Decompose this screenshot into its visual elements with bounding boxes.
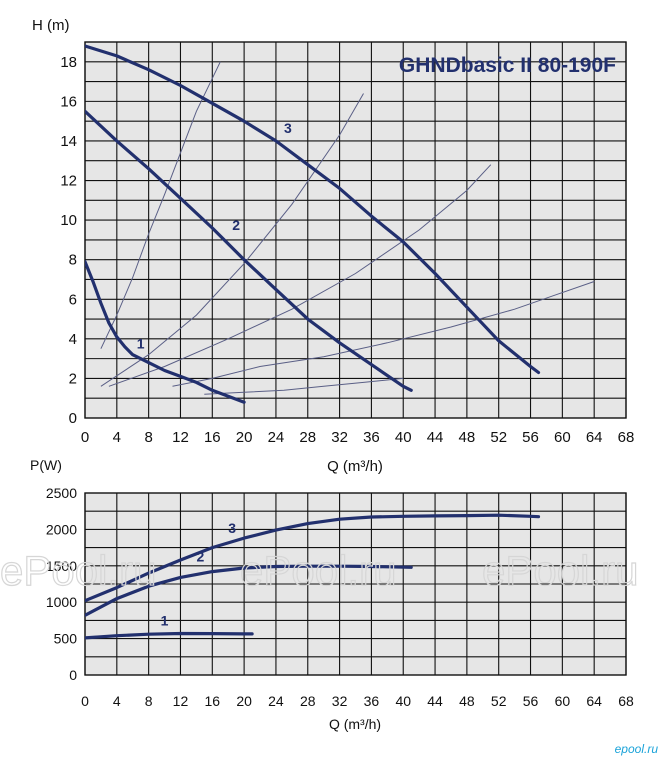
y-tick-label: 1000 [46,594,77,610]
watermark-text: ePool.ru [240,547,396,594]
x-tick-label: 24 [268,429,285,446]
y-tick-label: 14 [60,133,77,150]
x-tick-label: 44 [427,429,444,446]
y-tick-label: 500 [54,631,78,647]
x-tick-label: 20 [236,693,252,709]
x-axis-label: Q (m³/h) [329,716,381,732]
series-label: 1 [137,336,145,352]
y-tick-label: 2 [69,370,77,387]
x-tick-label: 60 [555,693,571,709]
series-label: 3 [284,120,292,136]
x-tick-label: 56 [523,693,539,709]
system-curve [172,281,595,387]
x-tick-label: 60 [554,429,571,446]
x-tick-label: 56 [522,429,539,446]
series-line [85,564,413,617]
series-label: 2 [232,217,240,233]
x-tick-label: 52 [490,429,507,446]
x-tick-label: 52 [491,693,507,709]
system-curve [100,93,364,387]
chart-title: GHNDbasic II 80-190F [399,54,616,77]
head-chart-panel: 0 4 8 12 16 20 24 28 32 36 40 44 48 52 56 60 64 680246810… [32,17,634,475]
series-label: 1 [161,612,169,628]
series-line [85,631,254,640]
plot-background [85,42,626,418]
y-tick-label: 2000 [46,521,77,537]
y-tick-label: 8 [69,252,77,269]
x-tick-label: 36 [363,429,380,446]
x-tick-label: 20 [236,429,253,446]
x-tick-label: 4 [113,693,121,709]
watermark-layer: ePool.ru ePool.ru ePool.ru [0,546,639,594]
series-line [85,109,413,392]
x-tick-label: 68 [618,429,635,446]
y-tick-label: 1500 [46,558,77,574]
x-tick-label: 16 [205,693,221,709]
x-tick-label: 64 [586,693,602,709]
y-axis-label: H (m) [32,17,70,34]
y-tick-label: 12 [60,173,77,190]
system-curve [204,377,404,395]
y-axis-label: P(W) [30,457,62,473]
x-tick-label: 36 [364,693,380,709]
x-tick-label: 8 [144,429,152,446]
y-tick-label: 16 [60,93,77,110]
plot-frame [84,492,627,676]
x-tick-label: 48 [459,693,475,709]
watermark-text: ePool.ru [482,547,638,594]
x-tick-label: 68 [618,693,634,709]
x-tick-label: 32 [332,693,348,709]
series-label: 3 [228,520,236,536]
x-axis-label: Q (m³/h) [327,458,383,475]
system-curve [108,164,492,387]
x-tick-label: 0 [81,693,89,709]
y-tick-label: 10 [60,212,77,229]
watermark-text: ePool.ru [0,547,156,594]
x-tick-label: 12 [172,429,189,446]
x-tick-label: 32 [331,429,348,446]
x-tick-label: 28 [300,693,316,709]
x-tick-label: 24 [268,693,284,709]
x-tick-label: 0 [81,429,89,446]
y-tick-label: 18 [60,54,77,71]
power-chart-panel: 0 4 8 12 16 20 24 28 32 36 40 44 48 52 56 60 64 680500100… [30,457,634,732]
y-tick-label: 4 [69,331,77,348]
x-tick-label: 64 [586,429,603,446]
y-tick-label: 0 [69,410,77,427]
series-line [85,44,541,375]
x-tick-label: 40 [395,429,412,446]
x-tick-label: 16 [204,429,221,446]
y-tick-label: 2500 [46,485,77,501]
plot-frame [84,41,627,419]
y-tick-label: 6 [69,291,77,308]
y-tick-label: 0 [69,667,77,683]
series-label: 2 [196,548,204,564]
series-line [85,513,541,603]
x-tick-label: 48 [459,429,476,446]
x-tick-label: 44 [427,693,443,709]
x-tick-label: 12 [173,693,189,709]
x-tick-label: 8 [145,693,153,709]
x-tick-label: 28 [299,429,316,446]
series-line [85,260,246,404]
x-tick-label: 4 [113,429,121,446]
brand-text: epool.ru [614,742,658,756]
x-tick-label: 40 [395,693,411,709]
system-curve [100,61,221,349]
